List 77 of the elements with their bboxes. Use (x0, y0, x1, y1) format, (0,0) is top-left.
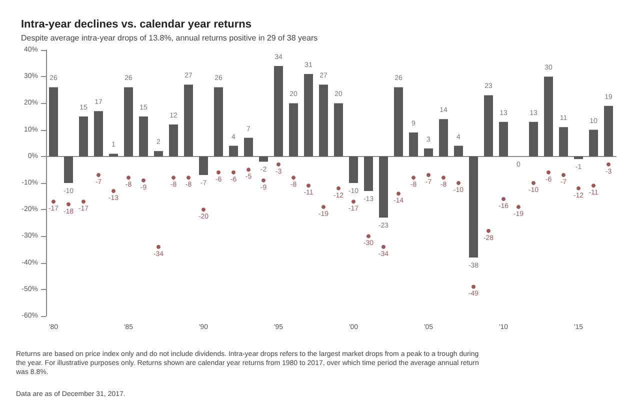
bar (544, 76, 553, 156)
bar (64, 156, 73, 183)
bar (424, 148, 433, 156)
chart-title: Intra-year declines vs. calendar year returns (21, 18, 252, 30)
bar (139, 116, 148, 156)
bar (124, 87, 133, 156)
bar (229, 146, 238, 156)
bar (214, 87, 223, 156)
point (52, 200, 56, 204)
point (396, 192, 400, 196)
point (352, 200, 356, 204)
bar (184, 84, 193, 156)
point (322, 204, 326, 209)
bar (169, 124, 178, 156)
bar (274, 66, 283, 156)
point (156, 244, 160, 249)
bar (94, 111, 103, 156)
point (592, 184, 596, 188)
bar (199, 156, 208, 176)
point (532, 181, 536, 185)
point (576, 186, 580, 190)
point (262, 178, 266, 182)
bar (529, 122, 538, 156)
bar (589, 130, 598, 156)
point (306, 184, 310, 188)
point (126, 176, 130, 180)
bar (439, 119, 448, 156)
point (412, 176, 416, 180)
bar (289, 103, 298, 156)
bar (454, 146, 463, 156)
bar (259, 156, 268, 162)
bar (334, 103, 343, 156)
point (502, 196, 506, 201)
bar (559, 127, 568, 156)
bar (604, 106, 613, 156)
bar (49, 87, 58, 156)
point (112, 188, 116, 193)
bar (349, 156, 358, 183)
point (276, 162, 280, 166)
point (606, 162, 610, 166)
point (426, 173, 430, 178)
point (562, 173, 566, 178)
point (172, 176, 176, 180)
point (516, 204, 520, 209)
point (66, 202, 70, 206)
bar (484, 95, 493, 156)
point (82, 200, 86, 204)
point (486, 228, 490, 233)
point (186, 176, 190, 180)
bar (469, 156, 478, 258)
point (232, 170, 236, 174)
point (142, 178, 146, 182)
point (246, 168, 250, 172)
point (472, 284, 476, 289)
point (546, 170, 550, 174)
bar (304, 74, 313, 156)
bar (154, 151, 163, 156)
bar (394, 87, 403, 156)
point (96, 173, 100, 178)
bar (499, 122, 508, 156)
point (366, 234, 370, 238)
point (456, 181, 460, 185)
point (292, 176, 296, 180)
bar (319, 84, 328, 156)
point (336, 186, 340, 190)
point (382, 244, 386, 249)
point (216, 170, 220, 174)
point (442, 176, 446, 180)
point (202, 208, 206, 212)
bar (574, 156, 583, 160)
bar (379, 156, 388, 218)
bar (244, 138, 253, 156)
chart-subtitle: Despite average intra-year drops of 13.8%, annual returns positive in 29 of 38 years (21, 34, 318, 42)
bar (79, 116, 88, 156)
bar (109, 154, 118, 156)
bar (364, 156, 373, 191)
bar (409, 132, 418, 156)
